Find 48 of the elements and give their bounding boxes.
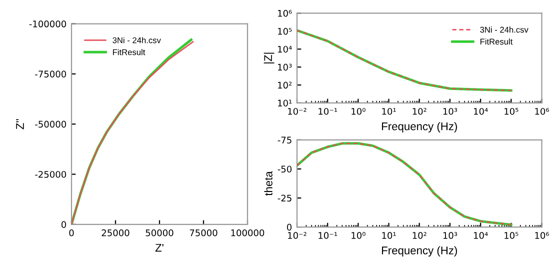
x-tick-label: 10² <box>412 108 426 115</box>
y-tick-label: -75000 <box>35 70 66 78</box>
x-tick-label: 10⁻² <box>288 108 306 115</box>
x-tick-label: 10² <box>412 232 426 239</box>
y-tick-label: 10⁴ <box>278 46 292 53</box>
x-tick-label: 10³ <box>443 232 458 239</box>
x-tick-label: 0 <box>69 229 74 236</box>
y-tick-label: 10³ <box>278 64 292 71</box>
x-tick-label: 10⁴ <box>474 232 488 239</box>
y-tick-label: -75 <box>278 136 292 144</box>
legend-label: 3Ni - 24h.csv <box>112 37 161 44</box>
x-tick-label: 10⁵ <box>504 232 518 239</box>
y-tick-label: 10⁶ <box>278 10 292 17</box>
x-axis-title: Frequency (Hz) <box>382 122 457 132</box>
x-tick-label: 10⁶ <box>535 108 550 115</box>
y-axis-title: theta <box>264 171 272 196</box>
y-tick-label: 0 <box>61 221 66 228</box>
x-tick-label: 10⁻² <box>288 232 306 239</box>
x-tick-label: 25000 <box>102 229 130 236</box>
y-tick-label: 10⁵ <box>278 28 292 35</box>
x-tick-label: 10⁰ <box>352 232 366 239</box>
x-tick-label: 10³ <box>443 108 458 115</box>
y-tick-label: -25000 <box>35 170 66 178</box>
x-tick-label: 10¹ <box>382 108 396 115</box>
legend-label: FitResult <box>113 49 146 56</box>
y-tick-label: 10² <box>278 82 292 89</box>
x-axis-title: Z' <box>155 244 164 252</box>
x-tick-label: 50000 <box>146 229 174 236</box>
x-tick-label: 10⁻¹ <box>318 232 338 239</box>
y-tick-label: -100000 <box>29 20 66 28</box>
y-tick-label: 0 <box>286 224 292 231</box>
y-axis-title: |Z| <box>264 52 274 64</box>
x-tick-label: 10⁵ <box>504 108 518 115</box>
x-tick-label: 10⁴ <box>474 108 488 115</box>
x-tick-label: 10⁶ <box>535 232 550 239</box>
x-tick-label: 10⁰ <box>352 108 366 115</box>
x-tick-label: 75000 <box>190 229 218 236</box>
x-tick-label: 10⁻¹ <box>318 108 338 115</box>
y-axis-title: Z'' <box>16 119 24 130</box>
y-tick-label: -50000 <box>35 120 66 128</box>
x-tick-label: 10¹ <box>382 232 396 239</box>
legend-label: 3Ni - 24h.csv <box>480 26 528 33</box>
legend-label: FitResult <box>480 38 513 45</box>
y-tick-label: -50 <box>278 166 292 173</box>
x-axis-title: Frequency (Hz) <box>382 246 457 257</box>
y-tick-label: -25 <box>278 194 292 202</box>
x-tick-label: 100000 <box>231 229 264 236</box>
y-tick-label: 10¹ <box>278 100 292 107</box>
